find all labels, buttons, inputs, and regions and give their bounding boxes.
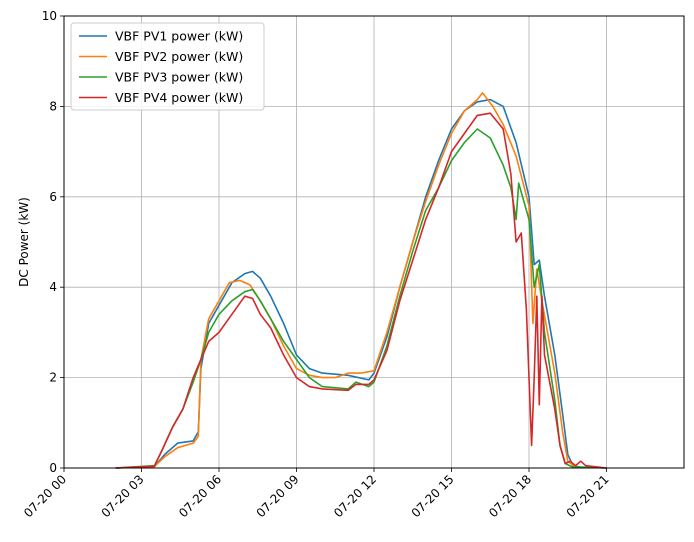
legend-entry: VBF PV2 power (kW) xyxy=(115,49,243,64)
legend-entry: VBF PV3 power (kW) xyxy=(115,70,243,85)
x-tick-label: 07-20 18 xyxy=(486,472,534,520)
x-tick-label: 07-20 15 xyxy=(409,472,457,520)
y-tick-label: 0 xyxy=(49,461,57,475)
y-tick-label: 8 xyxy=(49,99,57,113)
y-axis-ticks: 0 2 4 6 8 10 xyxy=(42,9,64,475)
legend-frame xyxy=(70,22,265,111)
legend-entry: VBF PV1 power (kW) xyxy=(115,29,243,44)
y-axis-label: DC Power (kW) xyxy=(17,197,31,287)
x-tick-label: 07-20 03 xyxy=(99,472,147,520)
x-tick-label: 07-20 09 xyxy=(254,472,302,520)
y-tick-label: 6 xyxy=(49,190,57,204)
series-lines xyxy=(115,92,607,469)
legend-entry: VBF PV4 power (kW) xyxy=(115,90,243,105)
y-tick-label: 4 xyxy=(49,280,57,294)
series-line-pv4 xyxy=(115,112,607,469)
x-tick-label: 07-20 21 xyxy=(564,472,612,520)
series-line-pv3 xyxy=(115,128,607,469)
x-tick-label: 07-20 00 xyxy=(21,472,69,520)
legend: VBF PV1 power (kW) VBF PV2 power (kW) VBF … xyxy=(70,22,265,111)
x-axis-ticks: 07-20 00 07-20 03 07-20 06 07-20 09 07-20 12… xyxy=(21,468,612,520)
x-tick-label: 07-20 12 xyxy=(331,472,379,520)
y-tick-label: 2 xyxy=(49,371,57,385)
x-tick-label: 07-20 06 xyxy=(176,472,224,520)
y-tick-label: 10 xyxy=(42,9,57,23)
